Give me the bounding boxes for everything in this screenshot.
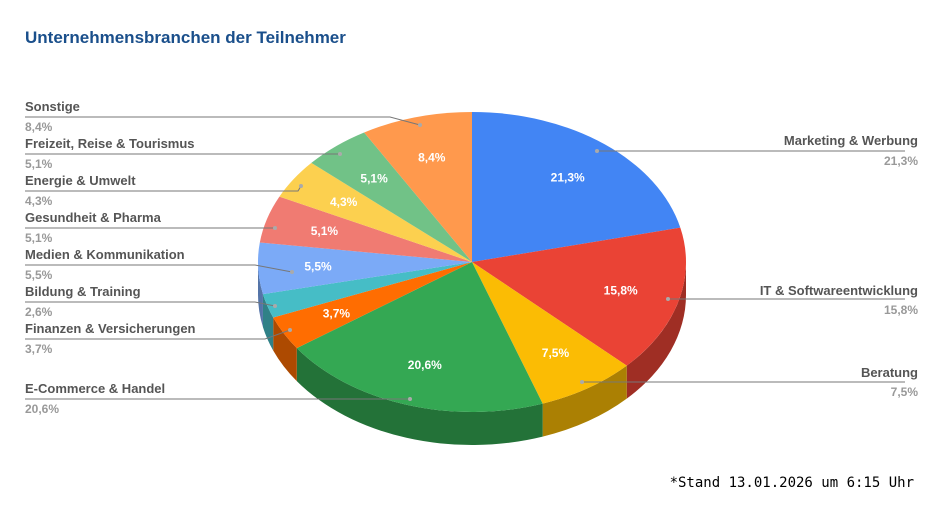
chart-title: Unternehmensbranchen der Teilnehmer bbox=[25, 28, 346, 47]
slice-sonstige bbox=[364, 112, 472, 262]
slice-side-medien-and-kommunikation bbox=[258, 262, 263, 328]
legend-value-marketing-and-werbung: 21,3% bbox=[884, 154, 918, 168]
slice-it-and-softwareentwicklung bbox=[472, 227, 687, 366]
leader-dot-marketing-and-werbung bbox=[595, 149, 599, 153]
legend-value-bildung-and-training: 2,6% bbox=[25, 305, 53, 319]
leader-dot-it-and-softwareentwicklung bbox=[666, 297, 670, 301]
legend-value-freizeit-reise-and-tourismus: 5,1% bbox=[25, 157, 53, 171]
slice-e-commerce-and-handel bbox=[296, 262, 543, 412]
slice-side-bildung-and-training bbox=[262, 294, 274, 351]
slice-gesundheit-and-pharma bbox=[259, 196, 472, 262]
legend-value-it-and-softwareentwicklung: 15,8% bbox=[884, 303, 918, 317]
slice-value-label-beratung: 7,5% bbox=[542, 346, 570, 360]
leader-dot-energie-and-umwelt bbox=[299, 184, 303, 188]
legend-label-marketing-and-werbung: Marketing & Werbung bbox=[784, 133, 918, 148]
leader-line-finanzen-and-versicherungen bbox=[25, 329, 291, 340]
slice-value-label-e-commerce-and-handel: 20,6% bbox=[408, 358, 442, 372]
legend-value-finanzen-and-versicherungen: 3,7% bbox=[25, 342, 53, 356]
leader-dot-gesundheit-and-pharma bbox=[273, 226, 277, 230]
slice-bildung-and-training bbox=[262, 262, 472, 318]
slice-side-e-commerce-and-handel bbox=[296, 348, 543, 445]
slice-freizeit-reise-and-tourismus bbox=[311, 132, 472, 262]
pie-slices bbox=[258, 112, 687, 412]
slice-beratung bbox=[472, 262, 627, 404]
slice-side-it-and-softwareentwicklung bbox=[626, 262, 686, 399]
legend-label-finanzen-and-versicherungen: Finanzen & Versicherungen bbox=[25, 321, 196, 336]
legend-value-e-commerce-and-handel: 20,6% bbox=[25, 402, 59, 416]
slice-labels: 21,3%15,8%7,5%20,6%3,7%5,5%5,1%4,3%5,1%8… bbox=[304, 151, 638, 372]
leader-dot-e-commerce-and-handel bbox=[408, 397, 412, 401]
footnote: *Stand 13.01.2026 um 6:15 Uhr bbox=[669, 475, 914, 491]
legend-label-it-and-softwareentwicklung: IT & Softwareentwicklung bbox=[760, 283, 918, 298]
slice-value-label-it-and-softwareentwicklung: 15,8% bbox=[604, 283, 638, 297]
legend-value-beratung: 7,5% bbox=[891, 385, 919, 399]
slice-side-beratung bbox=[542, 365, 627, 437]
legend-label-bildung-and-training: Bildung & Training bbox=[25, 284, 141, 299]
legend-value-medien-and-kommunikation: 5,5% bbox=[25, 268, 53, 282]
leader-dot-freizeit-reise-and-tourismus bbox=[338, 152, 342, 156]
legend-value-gesundheit-and-pharma: 5,1% bbox=[25, 231, 53, 245]
slice-value-label-sonstige: 8,4% bbox=[418, 151, 446, 165]
slice-value-label-finanzen-and-versicherungen: 3,7% bbox=[323, 306, 351, 320]
leader-line-bildung-and-training bbox=[25, 301, 276, 307]
legend-value-sonstige: 8,4% bbox=[25, 120, 53, 134]
leader-lines bbox=[25, 116, 905, 401]
legend-label-gesundheit-and-pharma: Gesundheit & Pharma bbox=[25, 210, 162, 225]
leader-line-sonstige bbox=[25, 116, 421, 126]
leader-dot-beratung bbox=[580, 380, 584, 384]
legend-label-medien-and-kommunikation: Medien & Kommunikation bbox=[25, 247, 185, 262]
leader-dot-finanzen-and-versicherungen bbox=[288, 328, 292, 332]
slice-finanzen-and-versicherungen bbox=[273, 262, 472, 349]
leader-dot-bildung-and-training bbox=[273, 304, 277, 308]
slice-value-label-medien-and-kommunikation: 5,5% bbox=[304, 260, 332, 274]
slice-energie-and-umwelt bbox=[279, 162, 472, 262]
slice-value-label-freizeit-reise-and-tourismus: 5,1% bbox=[360, 172, 388, 186]
legend-label-sonstige: Sonstige bbox=[25, 99, 80, 114]
leader-line-medien-and-kommunikation bbox=[25, 264, 293, 273]
legend-label-energie-and-umwelt: Energie & Umwelt bbox=[25, 173, 136, 188]
slice-value-label-marketing-and-werbung: 21,3% bbox=[551, 170, 585, 184]
slice-marketing-and-werbung bbox=[472, 112, 681, 262]
slice-value-label-energie-and-umwelt: 4,3% bbox=[330, 195, 358, 209]
legend-label-freizeit-reise-and-tourismus: Freizeit, Reise & Tourismus bbox=[25, 136, 195, 151]
slice-medien-and-kommunikation bbox=[258, 242, 472, 295]
slice-value-label-gesundheit-and-pharma: 5,1% bbox=[311, 224, 339, 238]
leader-dot-medien-and-kommunikation bbox=[290, 270, 294, 274]
legend-value-energie-and-umwelt: 4,3% bbox=[25, 194, 53, 208]
legend-label-e-commerce-and-handel: E-Commerce & Handel bbox=[25, 381, 165, 396]
legend-labels: Marketing & Werbung 21,3% IT & Softwareent… bbox=[25, 99, 918, 416]
leader-dot-sonstige bbox=[418, 123, 422, 127]
legend-label-beratung: Beratung bbox=[861, 365, 918, 380]
